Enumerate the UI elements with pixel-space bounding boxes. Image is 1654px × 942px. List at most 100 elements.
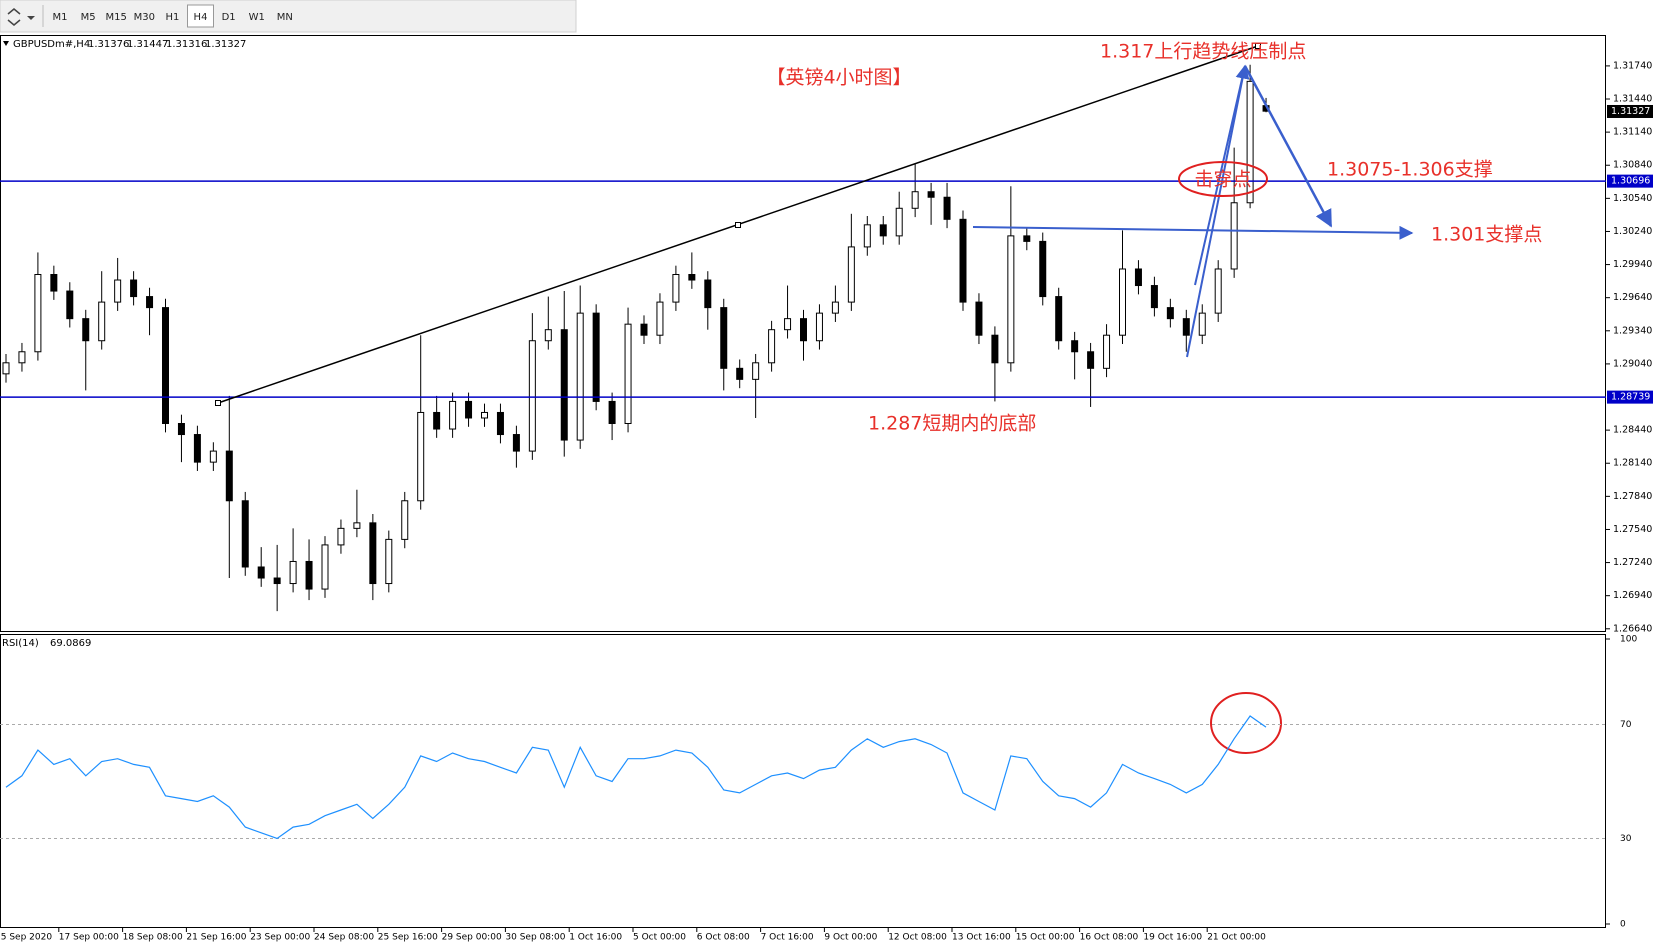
symbol-marker: [3, 41, 9, 46]
candle-body: [720, 307, 728, 369]
x-tick-label: 16 Oct 08:00: [1080, 933, 1139, 942]
x-tick-label: 5 Oct 00:00: [633, 933, 686, 942]
arrow-line: [1194, 65, 1246, 286]
trend-anchor: [735, 222, 741, 228]
ohlc-value: 1.31316: [166, 39, 207, 50]
x-tick-label: 23 Sep 00:00: [250, 933, 310, 942]
x-tick-label: 9 Oct 00:00: [824, 933, 877, 942]
candle-body: [576, 312, 584, 441]
candle-body: [784, 318, 792, 331]
candle-body: [1007, 235, 1015, 364]
timeframe-button[interactable]: H4: [194, 12, 208, 23]
candle-body: [911, 191, 919, 209]
candle-body: [943, 196, 951, 220]
x-tick-label: 17 Sep 00:00: [59, 933, 119, 942]
candle-body: [544, 329, 552, 342]
candle-body: [1103, 334, 1111, 369]
candle-body: [736, 367, 744, 380]
timeframe-button[interactable]: D1: [222, 12, 236, 23]
symbol: GBPUSDm#,H4: [13, 39, 90, 50]
ohlc-value: 1.31447: [127, 39, 168, 50]
x-tick-label: 12 Oct 08:00: [888, 933, 947, 942]
candle-body: [257, 566, 265, 579]
annotation: 击穿点: [1194, 169, 1251, 191]
timeframe-button[interactable]: M15: [106, 12, 127, 23]
candle-body: [177, 423, 185, 436]
x-tick-label: 21 Sep 16:00: [186, 933, 246, 942]
candle-body: [146, 296, 154, 309]
candle-body: [704, 279, 712, 309]
candle-body: [959, 218, 967, 303]
candle-body: [800, 318, 807, 342]
price-panel-frame: [0, 35, 1606, 632]
arrow-line: [1186, 64, 1250, 358]
candle-body: [353, 522, 361, 529]
active-button-frame: [187, 4, 214, 28]
indicator-name: RSI(14): [2, 638, 39, 649]
y-tick-label: 1.31740: [1613, 60, 1652, 71]
candle-body: [98, 301, 106, 342]
candle-body: [831, 301, 839, 314]
price-panel: 1.26640 1.26940 1.27240 1.27540 1.27840 1.281…: [0, 60, 1653, 634]
dropdown-icon[interactable]: [27, 16, 35, 20]
y-tick-label: 0: [1620, 920, 1626, 930]
y-tick-label: 1.26640: [1613, 623, 1652, 634]
candle-body: [369, 522, 377, 585]
timeframe-button[interactable]: M5: [81, 12, 96, 23]
price-label: 1.30696: [1611, 176, 1650, 187]
y-tick-label: 1.30540: [1613, 193, 1652, 204]
candle-body: [1150, 285, 1158, 309]
candle-body: [768, 329, 776, 364]
timeframe-button[interactable]: M1: [53, 12, 68, 23]
trend-anchor: [1255, 43, 1261, 49]
x-tick-label: 7 Oct 16:00: [761, 933, 814, 942]
candle-body: [401, 500, 409, 540]
candle-body: [130, 279, 138, 298]
annotations: 【英镑4小时图】 1.317上行趋势线压制点 1.3075-1.306支撑 击穿…: [215, 41, 1542, 754]
candle-body: [321, 544, 329, 590]
y-tick-label: 1.29940: [1613, 259, 1652, 270]
candle-body: [592, 312, 600, 402]
candle-body: [18, 351, 26, 364]
candle-body: [305, 560, 313, 590]
candle-body: [385, 538, 393, 585]
candle-body: [114, 279, 122, 303]
annotation: 1.301支撑点: [1431, 224, 1542, 246]
arrow-line: [1243, 65, 1333, 228]
y-tick-label: 1.27840: [1613, 491, 1652, 502]
candle-body: [688, 274, 696, 281]
y-tick-label: 1.30240: [1613, 226, 1652, 237]
candle-body: [656, 301, 664, 336]
y-tick-label: 1.31140: [1613, 127, 1652, 138]
ohlc-value: 1.31376: [88, 39, 129, 50]
candle-body: [66, 290, 74, 320]
candle-body: [1246, 80, 1254, 204]
x-tick-label: 21 Oct 00:00: [1207, 933, 1266, 942]
trend-anchor: [215, 400, 221, 406]
candle-body: [209, 450, 217, 463]
timeframe-button[interactable]: H1: [165, 12, 179, 23]
candle-body: [879, 224, 887, 237]
candle-body: [847, 246, 855, 303]
x-tick-label: 15 Oct 00:00: [1016, 933, 1075, 942]
annotation: 1.287短期内的底部: [868, 413, 1036, 435]
timeframe-button[interactable]: MN: [277, 12, 293, 23]
rsi-panel-frame: [0, 634, 1606, 928]
candle-body: [1214, 268, 1222, 314]
timeframe-button[interactable]: M30: [134, 12, 155, 23]
indicator-value: 69.0869: [50, 638, 91, 649]
candle-body: [82, 318, 90, 342]
chart-title: 【英镑4小时图】: [766, 67, 911, 89]
candle-body: [991, 334, 999, 364]
candle-body: [895, 207, 903, 237]
timeframe-button[interactable]: W1: [249, 12, 265, 23]
price-label-box: [1607, 390, 1653, 404]
price-label-box: [1607, 174, 1653, 188]
candle-body: [162, 307, 169, 425]
candle-body: [193, 434, 201, 463]
x-tick-label: 15 Sep 2020: [0, 933, 52, 942]
candle-body: [449, 400, 457, 430]
chart-tool-icon[interactable]: [7, 8, 21, 26]
candle-body: [863, 224, 871, 248]
